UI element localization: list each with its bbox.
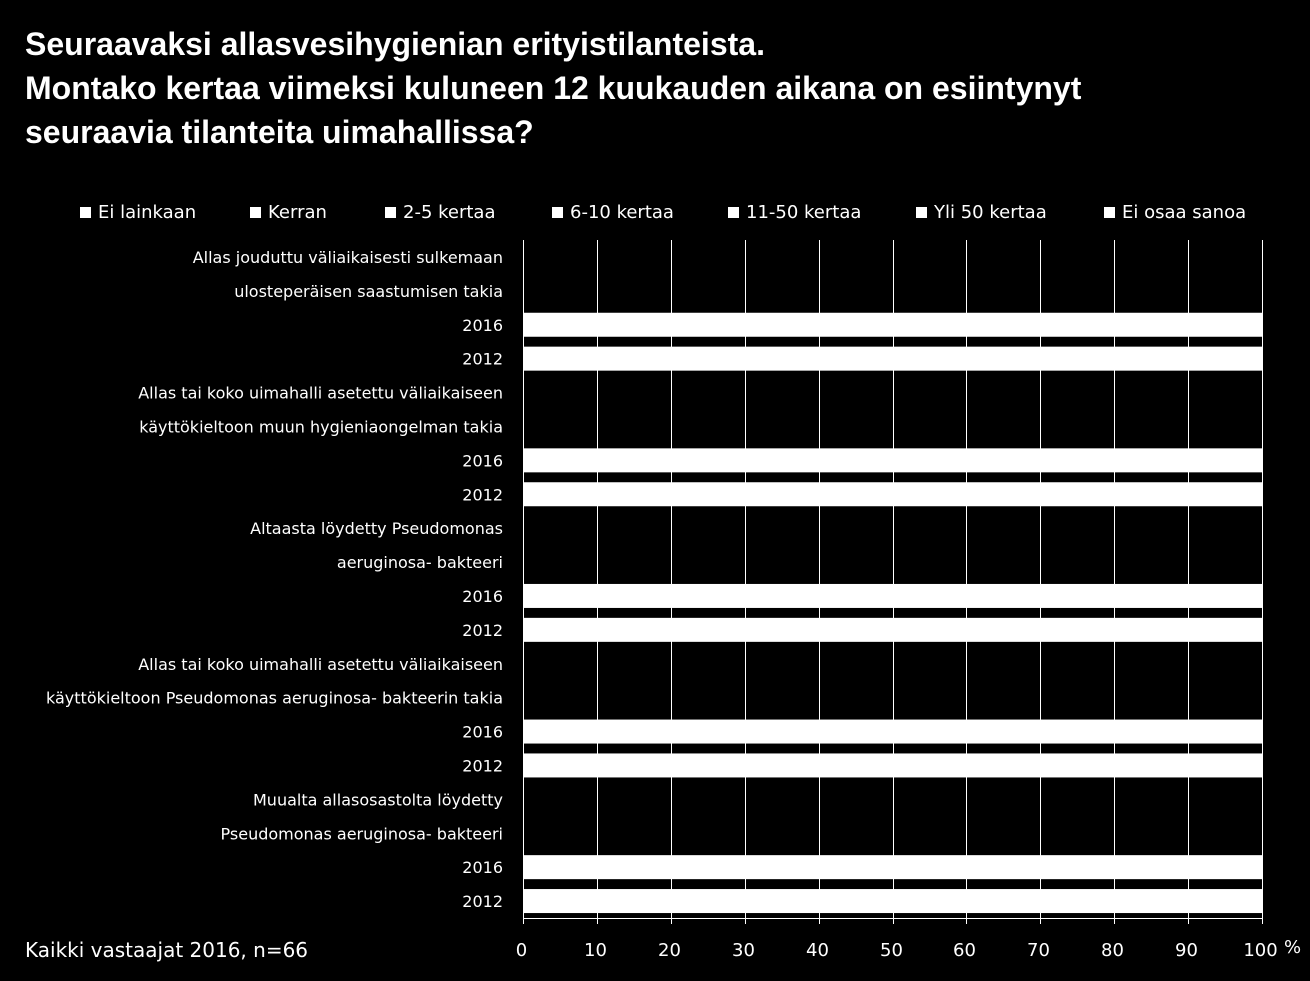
- legend-label: Ei lainkaan: [98, 201, 197, 223]
- legend-swatch: [250, 206, 261, 218]
- year-label: 2012: [462, 621, 503, 640]
- x-tick-label: 100: [1243, 940, 1277, 961]
- legend-item: Yli 50 kertaa: [916, 198, 1047, 226]
- title-line-2: Montako kertaa viimeksi kuluneen 12 kuuk…: [25, 70, 1082, 106]
- legend-item: Ei osaa sanoa: [1104, 198, 1246, 226]
- year-label: 2016: [462, 451, 503, 470]
- category-label: Allas jouduttu väliaikaisesti sulkemaan: [193, 248, 503, 267]
- x-tick-label: 40: [806, 940, 829, 961]
- x-tick-label: 20: [658, 940, 681, 961]
- x-tick-label: 60: [953, 940, 976, 961]
- year-label: 2016: [462, 723, 503, 742]
- x-tick-label: 50: [880, 940, 903, 961]
- legend-swatch: [916, 206, 927, 218]
- bar: [523, 753, 1262, 778]
- category-label: Altaasta löydetty Pseudomonas: [250, 519, 503, 538]
- category-label: Pseudomonas aeruginosa- bakteeri: [221, 824, 503, 843]
- legend-swatch: [385, 206, 396, 218]
- legend-label: 11-50 kertaa: [746, 201, 862, 223]
- legend-item: Ei lainkaan: [80, 198, 196, 226]
- category-label: käyttökieltoon muun hygieniaongelman tak…: [139, 417, 503, 436]
- year-label: 2016: [462, 858, 503, 877]
- title-line-1: Seuraavaksi allasvesihygienian erityisti…: [25, 26, 765, 62]
- category-label: Allas tai koko uimahalli asetettu väliai…: [138, 384, 503, 403]
- bar: [523, 617, 1262, 642]
- bar: [523, 482, 1262, 507]
- title-line-3: seuraavia tilanteita uimahallissa?: [25, 114, 534, 150]
- year-label: 2016: [462, 316, 503, 335]
- year-label: 2012: [462, 892, 503, 911]
- legend-item: 2-5 kertaa: [385, 198, 496, 226]
- legend-label: 6-10 kertaa: [570, 201, 674, 223]
- chart-title: Seuraavaksi allasvesihygienian erityisti…: [25, 22, 1285, 154]
- legend-label: Ei osaa sanoa: [1122, 201, 1247, 223]
- bar: [523, 312, 1262, 337]
- bar: [523, 346, 1262, 371]
- category-label: aeruginosa- bakteeri: [337, 553, 503, 572]
- legend-label: Kerran: [268, 201, 327, 223]
- legend-swatch: [552, 206, 563, 218]
- year-label: 2012: [462, 756, 503, 775]
- chart-legend: Ei lainkaan Kerran 2-5 kertaa 6-10 kertaa 11…: [0, 198, 1310, 226]
- category-label: Muualta allasosastolta löydetty: [253, 790, 503, 809]
- bar: [523, 889, 1262, 914]
- legend-label: Yli 50 kertaa: [934, 201, 1047, 223]
- x-axis-label: %: [1284, 937, 1301, 958]
- x-tick-label: 80: [1101, 940, 1124, 961]
- bar: [523, 448, 1262, 473]
- legend-item: Kerran: [250, 198, 327, 226]
- x-tick-label: 30: [732, 940, 755, 961]
- x-tick-label: 0: [516, 940, 527, 961]
- legend-swatch: [80, 206, 91, 218]
- bar: [523, 719, 1262, 744]
- category-label: käyttökieltoon Pseudomonas aeruginosa- b…: [46, 689, 503, 708]
- x-tick-label: 10: [584, 940, 607, 961]
- year-label: 2012: [462, 350, 503, 369]
- legend-item: 11-50 kertaa: [728, 198, 861, 226]
- x-tick-label: 90: [1175, 940, 1198, 961]
- bar: [523, 583, 1262, 608]
- legend-label: 2-5 kertaa: [403, 201, 496, 223]
- legend-swatch: [728, 206, 739, 218]
- x-tick-label: 70: [1027, 940, 1050, 961]
- footnote: Kaikki vastaajat 2016, n=66: [25, 938, 309, 962]
- category-label: ulosteperäisen saastumisen takia: [234, 282, 503, 301]
- legend-swatch: [1104, 206, 1115, 218]
- year-label: 2016: [462, 587, 503, 606]
- category-label: Allas tai koko uimahalli asetettu väliai…: [138, 655, 503, 674]
- year-label: 2012: [462, 485, 503, 504]
- bar: [523, 855, 1262, 880]
- legend-item: 6-10 kertaa: [552, 198, 674, 226]
